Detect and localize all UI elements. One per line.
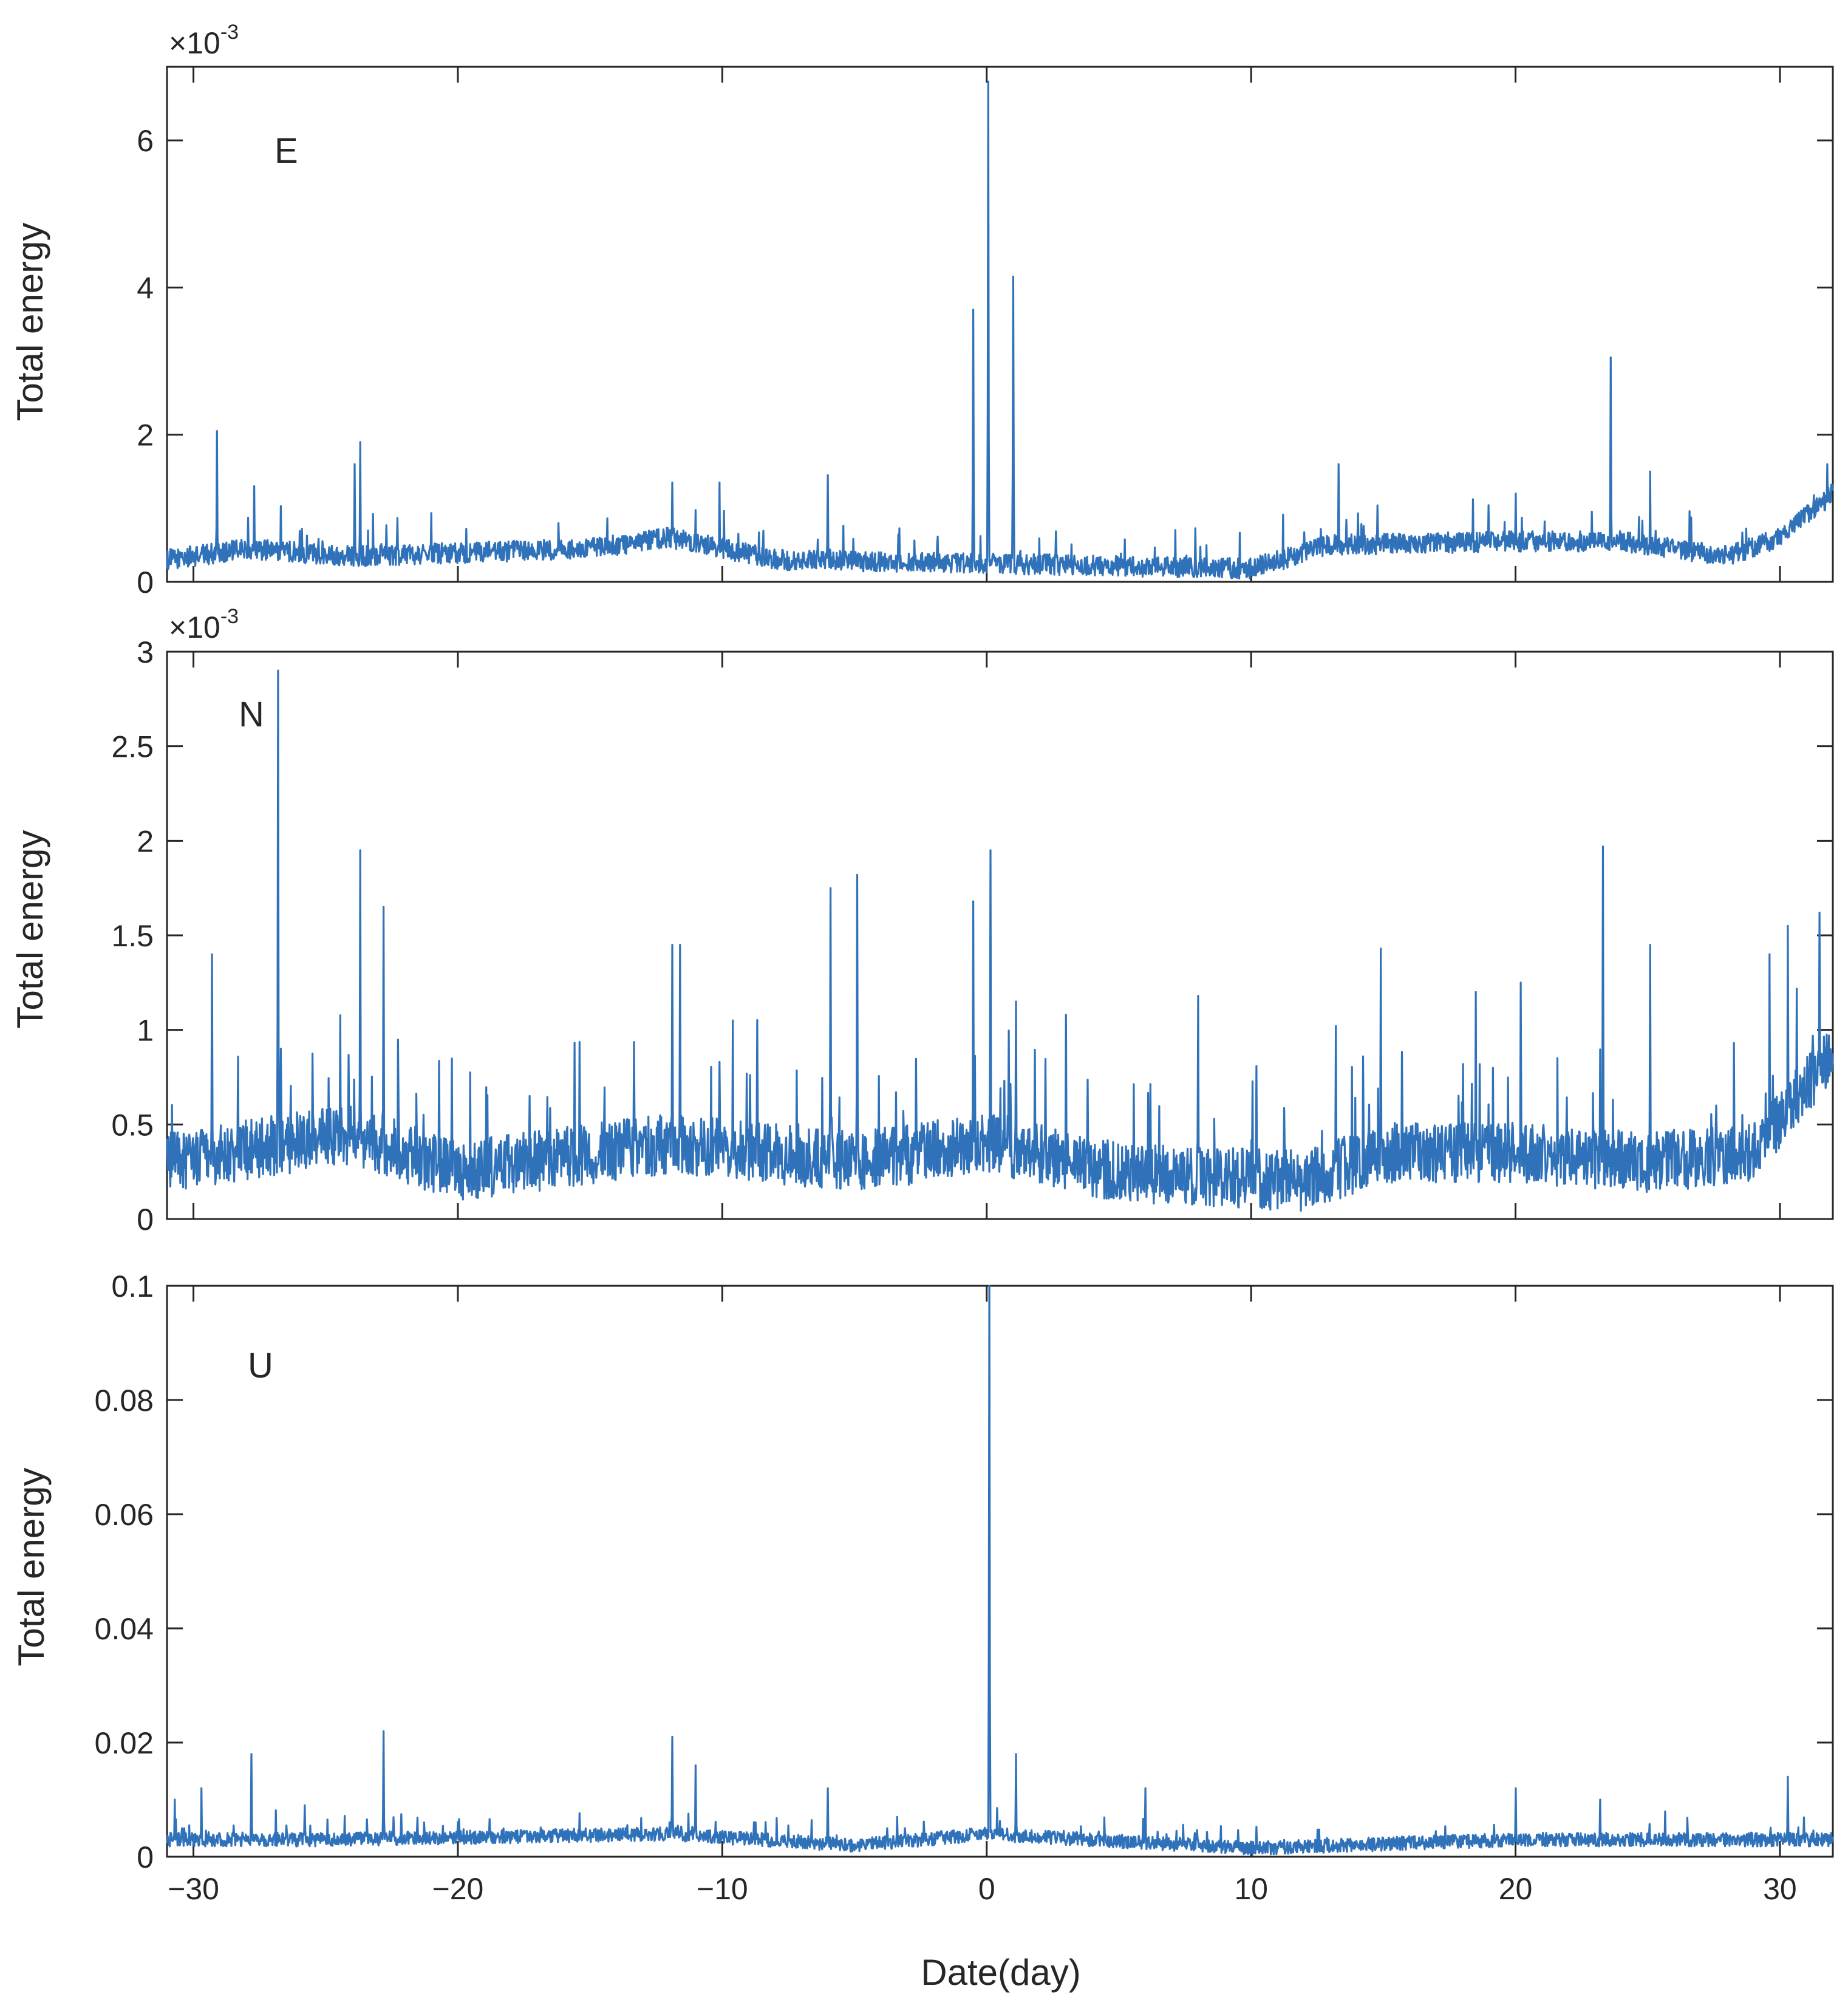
x-tick-label: 10 — [1234, 1872, 1268, 1906]
panel-n-exponent: ×10-3 — [169, 605, 239, 644]
y-tick-label: 0.1 — [111, 1269, 154, 1303]
x-tick-label: 30 — [1763, 1872, 1797, 1906]
y-tick-label: 0.5 — [111, 1108, 154, 1142]
panel-e-letter: E — [274, 131, 298, 171]
panel-n-letter: N — [239, 695, 264, 734]
x-tick-label: 0 — [978, 1872, 995, 1906]
series-line — [166, 669, 1834, 1212]
y-tick-label: 0.08 — [95, 1384, 154, 1418]
x-tick-label: 20 — [1499, 1872, 1533, 1906]
plot-frame — [166, 66, 1834, 583]
series-line — [166, 80, 1834, 580]
panel-u-ylabel: Total energy — [11, 1468, 52, 1667]
x-tick-label: −20 — [432, 1872, 484, 1906]
y-tick-label: 2 — [137, 824, 154, 858]
y-tick-label: 2.5 — [111, 730, 154, 764]
y-tick-label: 2 — [137, 418, 154, 452]
panel-u: U Total energy Date(day) −30 −20 −10 0 10 20 3… — [11, 1269, 1834, 1993]
y-tick-label: 1 — [137, 1014, 154, 1048]
y-tick-label: 3 — [137, 635, 154, 669]
panel-e-exponent: ×10-3 — [169, 21, 239, 60]
y-tick-label: 0.06 — [95, 1498, 154, 1532]
y-tick-label: 0.04 — [95, 1612, 154, 1646]
y-tick-label: 1.5 — [111, 919, 154, 953]
y-tick-label: 0 — [137, 1203, 154, 1237]
panel-e-ylabel: Total energy — [10, 223, 50, 422]
x-tick-label: −10 — [697, 1872, 748, 1906]
y-tick-label: 0 — [137, 1840, 154, 1874]
series-line — [166, 1285, 1834, 1856]
x-axis-label: Date(day) — [921, 1952, 1080, 1993]
panel-n-ylabel: Total energy — [10, 830, 50, 1029]
plot-frame — [166, 1285, 1834, 1858]
y-tick-label: 4 — [137, 271, 154, 305]
panel-u-letter: U — [248, 1346, 273, 1385]
panel-e: ×10-3 E Total energy 0 2 4 6 — [10, 21, 1834, 599]
y-tick-label: 0 — [137, 565, 154, 599]
y-tick-label: 0.02 — [95, 1726, 154, 1760]
panel-n: ×10-3 N Total energy 0 0.5 1 1.5 2 2.5 3 — [10, 605, 1834, 1237]
y-tick-label: 6 — [137, 124, 154, 158]
x-tick-label: −30 — [168, 1872, 219, 1906]
